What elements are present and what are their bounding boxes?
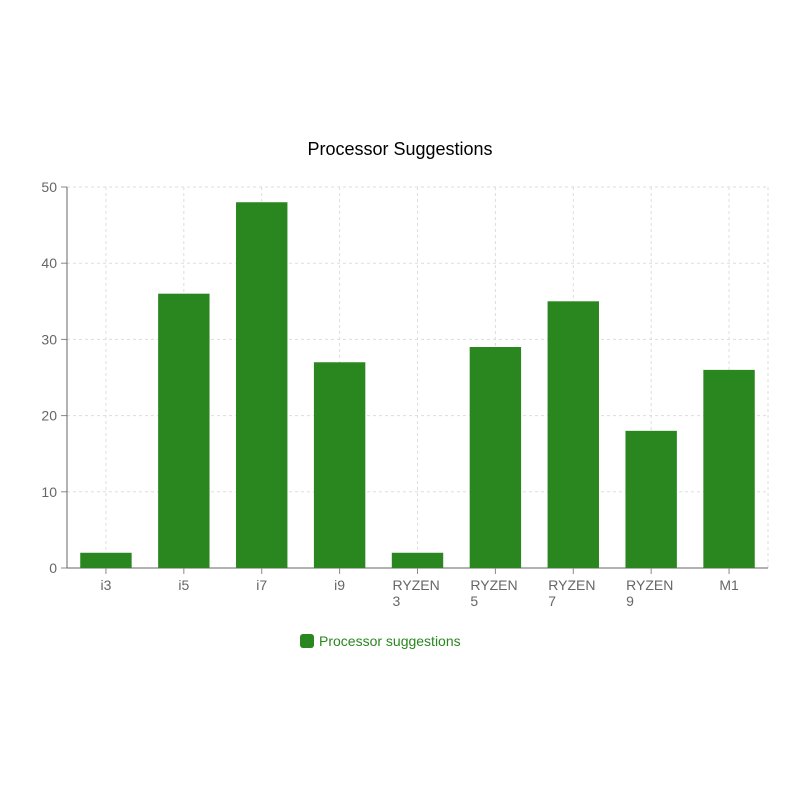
chart-title: Processor Suggestions: [307, 139, 492, 159]
y-tick-label: 0: [49, 560, 57, 576]
legend[interactable]: Processor suggestions: [300, 633, 461, 649]
legend-label[interactable]: Processor suggestions: [319, 633, 461, 649]
bar-ryzen-3[interactable]: [391, 552, 444, 568]
x-tick-label: RYZEN 9: [626, 577, 673, 609]
bars: [80, 202, 755, 569]
bar-m1[interactable]: [703, 369, 755, 568]
y-tick-label: 20: [41, 408, 57, 424]
y-tick-label: 10: [41, 484, 57, 500]
x-axis-ticks: i3 i5 i7 i9 RYZEN 3 RYZEN 5 RYZEN 7 RYZEN 9 M1: [100, 577, 738, 609]
bar-i7[interactable]: [236, 202, 288, 569]
bar-ryzen-5[interactable]: [469, 347, 522, 568]
y-tick-label: 40: [41, 255, 57, 271]
x-tick-label: RYZEN 3: [393, 577, 440, 609]
x-tick-label: i5: [178, 577, 189, 593]
x-tick-label: RYZEN 7: [548, 577, 595, 609]
x-tick-label: i7: [256, 577, 267, 593]
bar-i9[interactable]: [313, 362, 366, 568]
bar-ryzen-7[interactable]: [547, 301, 599, 568]
y-tick-label: 50: [41, 179, 57, 195]
x-tick-label: i3: [100, 577, 111, 593]
bar-i5[interactable]: [158, 293, 210, 568]
x-tick-label: RYZEN 5: [470, 577, 517, 609]
x-tick-label: i9: [334, 577, 345, 593]
x-tick-label: M1: [719, 577, 739, 593]
y-axis-ticks: 0 10 20 30 40 50: [41, 179, 57, 576]
y-tick-label: 30: [41, 331, 57, 347]
bar-i3[interactable]: [80, 552, 132, 568]
bar-ryzen-9[interactable]: [625, 430, 677, 568]
legend-swatch[interactable]: [300, 634, 314, 648]
